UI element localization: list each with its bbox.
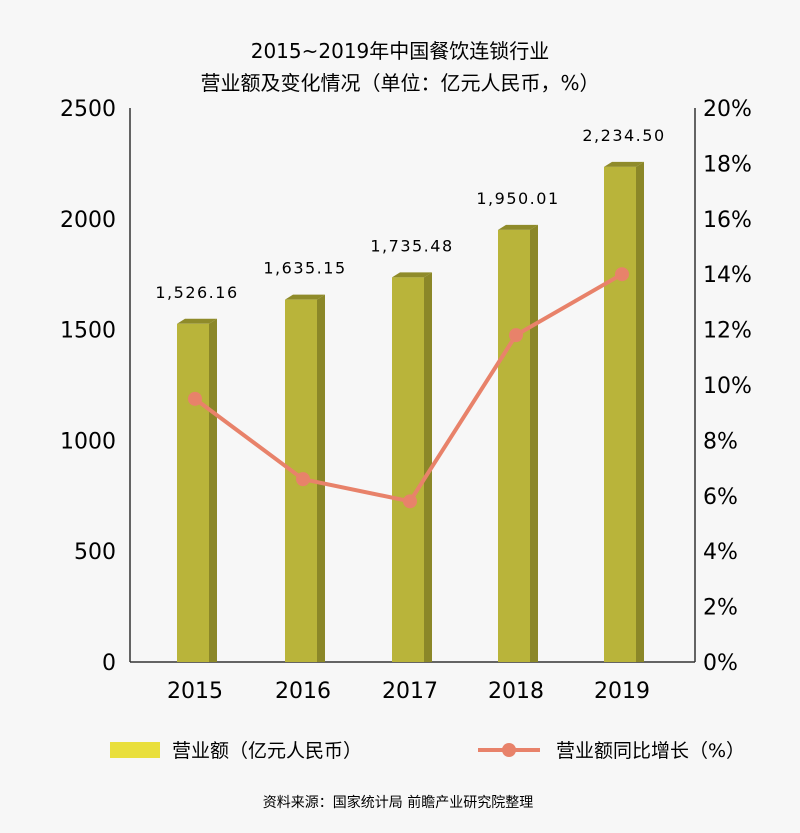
y-tick-label: 2000 — [60, 208, 116, 233]
chart-title-line2: 营业额及变化情况（单位：亿元人民币，%） — [200, 71, 599, 95]
bar-front — [177, 323, 209, 662]
y-tick-label: 500 — [74, 540, 116, 565]
bar-side — [424, 272, 432, 662]
x-tick-label: 2015 — [167, 679, 223, 704]
bar-value-label: 1,950.01 — [476, 189, 559, 208]
source-note: 资料来源：国家统计局 前瞻产业研究院整理 — [263, 794, 533, 811]
legend: 营业额（亿元人民币） 营业额同比增长（%） — [110, 740, 745, 762]
line-series — [188, 267, 629, 509]
bar-side — [209, 318, 217, 662]
bar-top — [604, 161, 644, 167]
y2-tick-label: 14% — [703, 263, 752, 288]
bar-value-label: 1,526.16 — [155, 283, 238, 302]
legend-label-line: 营业额同比增长（%） — [556, 740, 745, 762]
bar — [498, 224, 538, 662]
bar-side — [317, 294, 325, 662]
y2-tick-label: 4% — [703, 540, 738, 565]
bar-top — [498, 224, 538, 230]
y2-tick-label: 12% — [703, 319, 752, 344]
bar — [177, 318, 217, 662]
growth-point — [296, 472, 310, 487]
bar-value-label: 1,635.15 — [263, 259, 346, 278]
bar-front — [498, 229, 530, 662]
growth-point — [188, 391, 202, 406]
y2-tick-label: 6% — [703, 485, 738, 510]
bar-value-labels: 1,526.16 1,635.15 1,735.48 1,950.01 2,234.50 — [155, 126, 665, 302]
bar — [392, 272, 432, 662]
bar-top — [285, 294, 325, 300]
bar-top — [177, 318, 217, 324]
x-axis-ticks: 2015 2016 2017 2018 2019 — [167, 679, 650, 704]
legend-label-bar: 营业额（亿元人民币） — [172, 740, 362, 762]
legend-swatch-bar — [110, 742, 160, 758]
bar-front — [604, 166, 636, 663]
y2-axis-ticks: 20% 18% 16% 14% 12% 10% 8% 6% 4% 2% 0% — [703, 97, 752, 676]
y-tick-label: 1000 — [60, 429, 116, 454]
y-tick-label: 0 — [102, 651, 116, 676]
x-tick-label: 2017 — [382, 679, 438, 704]
y-tick-label: 2500 — [60, 97, 116, 122]
bar-value-label: 2,234.50 — [582, 126, 665, 145]
y-tick-label: 1500 — [60, 319, 116, 344]
bar-side — [530, 224, 538, 662]
growth-point — [615, 267, 629, 282]
y2-tick-label: 8% — [703, 429, 738, 454]
bar-top — [392, 272, 432, 278]
y-axis-ticks: 2500 2000 1500 1000 500 0 — [60, 97, 116, 676]
y2-tick-label: 10% — [703, 374, 752, 399]
bar — [604, 161, 644, 663]
y2-tick-label: 2% — [703, 596, 738, 621]
y2-tick-label: 0% — [703, 651, 738, 676]
x-tick-label: 2018 — [488, 679, 544, 704]
legend-swatch-marker — [502, 743, 516, 757]
y2-tick-label: 20% — [703, 97, 752, 122]
x-tick-label: 2019 — [594, 679, 650, 704]
y2-tick-label: 18% — [703, 152, 752, 177]
y2-tick-label: 16% — [703, 208, 752, 233]
chart-title-line1: 2015~2019年中国餐饮连锁行业 — [251, 39, 550, 63]
growth-point — [403, 494, 417, 509]
bar-value-label: 1,735.48 — [370, 236, 453, 255]
x-tick-label: 2016 — [275, 679, 331, 704]
bar-front — [392, 277, 424, 662]
bar-series — [177, 161, 644, 663]
bar — [285, 294, 325, 662]
bar-side — [636, 161, 644, 663]
growth-point — [509, 328, 523, 343]
